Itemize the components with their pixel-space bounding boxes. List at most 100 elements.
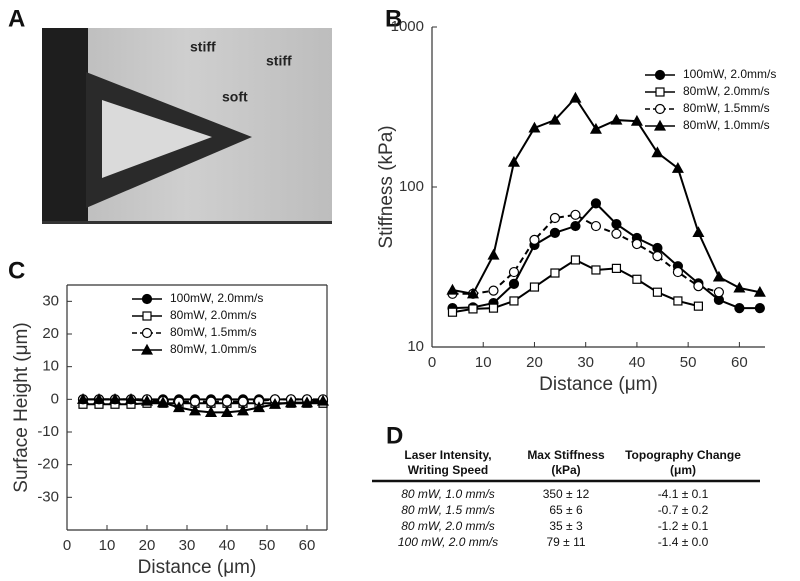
marker xyxy=(754,303,765,314)
panel-label: D xyxy=(386,422,403,449)
marker xyxy=(316,394,330,406)
x-tick-label: 60 xyxy=(731,354,748,371)
y-tick-label: 10 xyxy=(407,338,424,355)
y-tick-label: 1000 xyxy=(391,18,424,35)
marker xyxy=(446,283,459,295)
marker xyxy=(712,270,725,282)
marker xyxy=(570,220,581,232)
annotation: stiff xyxy=(266,53,292,69)
legend-label: 80mW, 1.5mm/s xyxy=(170,325,257,339)
x-tick-label: 40 xyxy=(629,354,646,371)
legend-label: 80mW, 2.0mm/s xyxy=(170,308,257,322)
table-cell: 100 mW, 2.0 mm/s xyxy=(398,535,498,549)
table-cell: -4.1 ± 0.1 xyxy=(658,487,709,501)
y-tick-label: 10 xyxy=(42,358,59,375)
marker xyxy=(611,263,622,273)
legend-marker xyxy=(654,103,666,115)
legend-marker xyxy=(141,327,153,339)
x-axis-label: Distance (μm) xyxy=(138,557,257,578)
image-edge xyxy=(42,221,332,224)
table-header: (kPa) xyxy=(551,463,580,477)
marker xyxy=(92,393,106,404)
marker xyxy=(204,406,218,417)
x-tick-label: 10 xyxy=(99,537,116,554)
marker xyxy=(570,209,581,220)
x-axis-label: Distance (μm) xyxy=(539,374,658,395)
marker xyxy=(590,220,602,232)
marker xyxy=(236,404,250,416)
micrograph xyxy=(42,28,332,224)
marker xyxy=(569,91,582,103)
y-tick-label: -10 xyxy=(37,423,59,440)
x-tick-label: 20 xyxy=(139,537,156,554)
marker xyxy=(124,393,138,404)
marker xyxy=(108,393,122,404)
y-axis-label: Surface Height (μm) xyxy=(11,322,32,492)
marker xyxy=(529,234,540,246)
legend-label: 80mW, 1.5mm/s xyxy=(683,101,770,115)
legend-marker xyxy=(142,311,152,321)
y-tick-label: 0 xyxy=(51,390,59,407)
marker xyxy=(651,146,664,158)
marker xyxy=(507,155,520,167)
marker xyxy=(591,265,601,275)
marker xyxy=(284,396,298,408)
x-tick-label: 50 xyxy=(259,537,276,554)
x-tick-label: 30 xyxy=(577,354,594,371)
marker xyxy=(447,307,458,317)
series-line xyxy=(452,96,761,295)
table-cell: -1.2 ± 0.1 xyxy=(658,519,709,533)
legend-label: 80mW, 1.0mm/s xyxy=(683,118,770,132)
marker xyxy=(652,287,663,297)
marker xyxy=(611,219,622,230)
legend-label: 100mW, 2.0mm/s xyxy=(170,291,263,305)
marker xyxy=(140,394,154,406)
marker xyxy=(589,122,602,134)
legend-marker xyxy=(654,69,666,81)
table-header: Writing Speed xyxy=(408,463,488,477)
marker xyxy=(466,287,480,299)
annotation: soft xyxy=(222,89,248,105)
table-header: Laser Intensity, xyxy=(404,448,491,462)
legend-label: 80mW, 2.0mm/s xyxy=(683,84,770,98)
legend-marker xyxy=(141,293,153,305)
marker xyxy=(713,287,724,298)
table-cell: 80 mW, 2.0 mm/s xyxy=(401,519,495,533)
marker xyxy=(220,406,234,417)
marker xyxy=(590,198,602,209)
y-tick-label: -20 xyxy=(37,456,59,473)
marker xyxy=(549,212,561,224)
marker xyxy=(508,266,520,278)
marker xyxy=(753,285,766,297)
marker xyxy=(548,113,561,125)
marker xyxy=(156,396,170,408)
x-tick-label: 10 xyxy=(475,354,492,371)
y-tick-label: 30 xyxy=(42,292,59,309)
marker xyxy=(468,304,478,314)
marker xyxy=(529,282,540,292)
legend-label: 80mW, 1.0mm/s xyxy=(170,342,257,356)
panel-label: A xyxy=(8,5,25,32)
marker xyxy=(570,255,581,265)
panel-label: C xyxy=(8,257,25,284)
table-header: (μm) xyxy=(670,463,696,477)
marker xyxy=(693,281,704,292)
x-tick-label: 0 xyxy=(428,354,436,371)
marker xyxy=(671,162,684,173)
x-tick-label: 20 xyxy=(526,354,543,371)
marker xyxy=(693,301,704,311)
marker xyxy=(672,266,684,278)
table-cell: 79 ± 11 xyxy=(546,535,585,549)
x-tick-label: 40 xyxy=(219,537,236,554)
marker xyxy=(76,393,90,404)
dark-band xyxy=(42,28,88,224)
marker xyxy=(488,285,499,296)
marker xyxy=(300,396,314,408)
annotation: stiff xyxy=(190,39,216,55)
marker xyxy=(188,404,202,416)
marker xyxy=(692,226,705,238)
marker xyxy=(631,238,643,250)
panel-label: B xyxy=(385,5,402,32)
table-header: Max Stiffness xyxy=(527,448,605,462)
